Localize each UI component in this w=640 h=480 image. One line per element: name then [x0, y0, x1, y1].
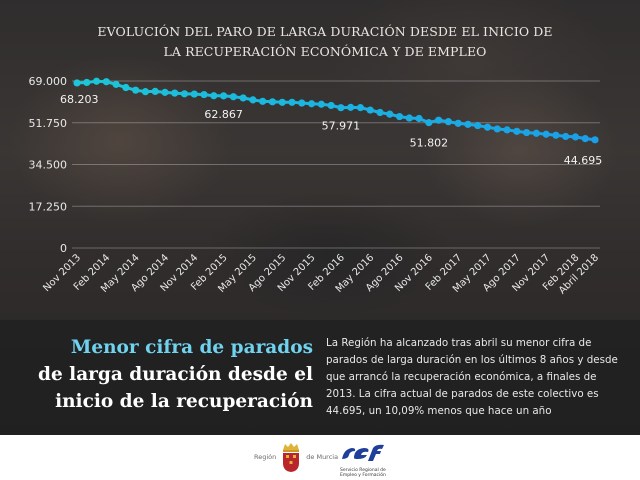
data-point	[464, 120, 472, 128]
data-point	[327, 101, 335, 110]
data-point	[337, 104, 345, 112]
data-series-line	[73, 77, 599, 144]
data-point	[83, 78, 91, 87]
data-point	[102, 78, 110, 86]
data-point	[571, 133, 580, 141]
data-point	[366, 106, 374, 114]
data-label: 68.203	[60, 93, 99, 106]
y-tick-label: 34.500	[29, 159, 68, 172]
data-point	[180, 90, 189, 98]
data-point	[386, 110, 394, 118]
sef-logo: Servicio Regional de Empleo y Formación	[340, 443, 386, 478]
chart-title-line-2: LA RECUPERACIÓN ECONÓMICA Y DE EMPLEO	[163, 44, 487, 59]
footer	[0, 435, 640, 480]
data-point	[259, 97, 267, 105]
chart-gridlines	[72, 80, 600, 249]
sef-subtitle-line-1: Servicio Regional de	[340, 468, 386, 473]
data-point	[522, 128, 531, 137]
data-point	[210, 92, 218, 100]
data-point	[435, 116, 443, 124]
bottom-text-band	[0, 320, 640, 435]
data-point	[171, 89, 179, 97]
data-point	[532, 129, 540, 137]
y-axis-labels: 69.000 51.750 34.500 17.250 0	[29, 75, 68, 255]
data-point	[454, 119, 462, 127]
data-point	[562, 132, 570, 141]
data-point	[474, 121, 482, 130]
data-label: 44.695	[564, 154, 603, 167]
data-point	[444, 118, 452, 126]
data-point	[200, 90, 208, 99]
data-point	[288, 98, 296, 106]
data-point	[503, 126, 511, 134]
headline: Menor cifra de parados de larga duración…	[18, 334, 313, 415]
sef-logo-mark-icon	[342, 444, 384, 461]
chart-title: EVOLUCIÓN DEL PARO DE LARGA DURACIÓN DES…	[60, 22, 590, 62]
data-point	[493, 125, 501, 133]
data-point	[239, 94, 247, 102]
data-point	[161, 88, 169, 96]
y-tick-label: 51.750	[29, 117, 68, 130]
data-point	[347, 103, 355, 111]
data-point	[112, 80, 120, 88]
data-point	[317, 100, 325, 108]
data-point	[190, 90, 198, 98]
y-tick-label: 69.000	[29, 75, 68, 88]
data-label: 62.867	[204, 108, 243, 121]
data-point	[542, 130, 550, 138]
data-annotations: 68.203 62.867 57.971 51.802 44.695	[60, 93, 602, 167]
y-tick-label: 17.250	[29, 200, 68, 213]
data-point	[229, 93, 237, 101]
data-point	[249, 96, 257, 104]
sef-subtitle-line-2: Empleo y Formación	[340, 473, 386, 478]
data-point	[483, 123, 492, 131]
chart-title-line-1: EVOLUCIÓN DEL PARO DE LARGA DURACIÓN DES…	[97, 24, 553, 39]
murcia-logo-text-left: Región	[254, 453, 277, 461]
data-point	[376, 108, 384, 117]
data-point	[298, 99, 306, 107]
data-label: 51.802	[410, 137, 449, 150]
body-paragraph: La Región ha alcanzado tras abril su men…	[326, 337, 618, 417]
data-point	[307, 100, 316, 108]
data-point	[278, 98, 286, 106]
data-point	[122, 83, 130, 92]
data-point	[513, 127, 521, 135]
data-point	[132, 86, 140, 94]
data-point	[356, 104, 365, 112]
data-point	[395, 112, 404, 121]
data-point	[141, 88, 150, 96]
headline-line-3: inicio de la recuperación	[55, 391, 313, 412]
data-point	[268, 98, 277, 106]
data-point	[581, 135, 589, 143]
region-murcia-logo: Región de Murcia	[254, 441, 338, 473]
data-label: 57.971	[322, 120, 361, 133]
data-point	[415, 114, 423, 123]
data-point	[73, 79, 81, 87]
data-point	[151, 87, 159, 96]
data-point	[591, 136, 599, 144]
y-tick-label: 0	[60, 242, 67, 255]
data-point	[552, 131, 560, 139]
data-point	[92, 77, 101, 85]
data-point	[220, 92, 228, 100]
data-point	[425, 119, 433, 127]
headline-line-1: Menor cifra de parados	[70, 337, 313, 358]
headline-line-2: de larga duración desde el	[38, 364, 313, 385]
sef-subtitle: Servicio Regional de Empleo y Formación	[340, 468, 386, 478]
murcia-coat-of-arms-icon	[283, 443, 300, 472]
murcia-logo-text-right: de Murcia	[306, 453, 339, 461]
data-point	[405, 114, 413, 122]
